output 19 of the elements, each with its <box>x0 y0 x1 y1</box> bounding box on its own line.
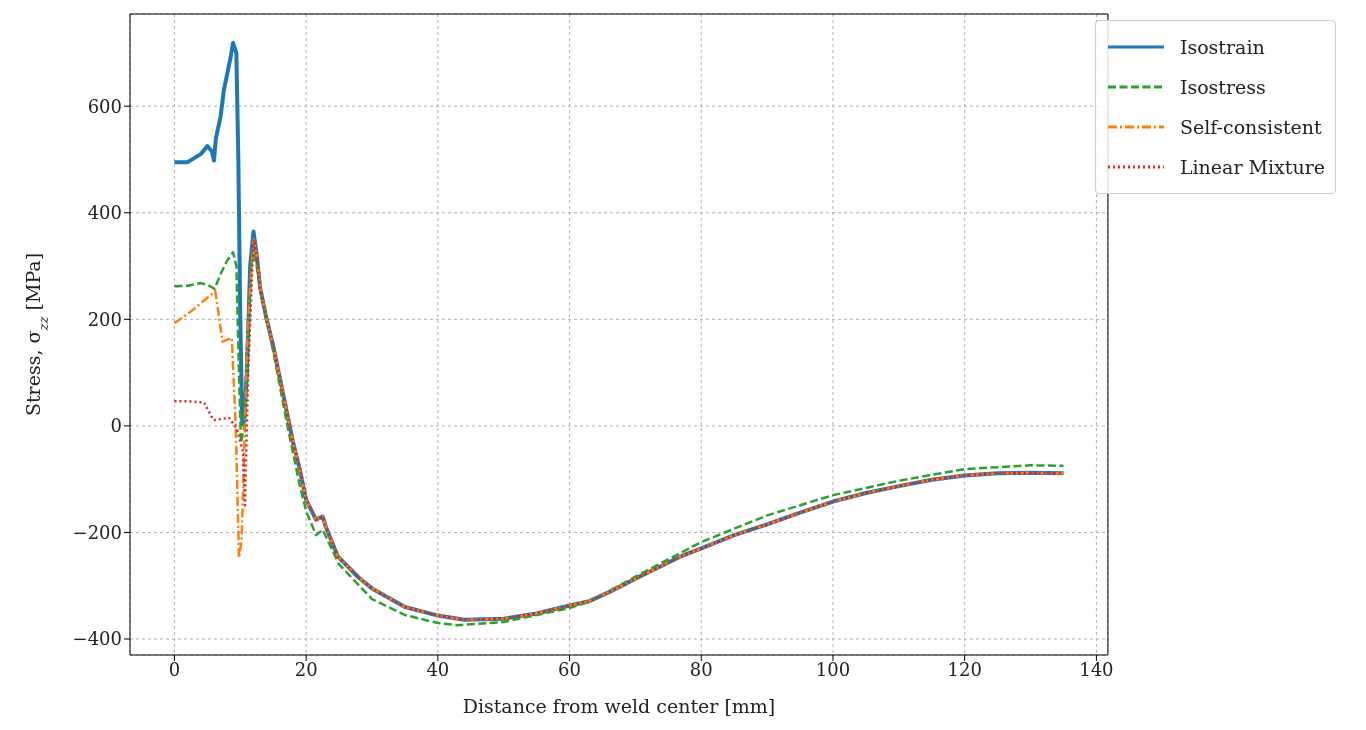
x-tick-label: 100 <box>815 658 851 680</box>
y-tick-label: 0 <box>110 415 122 437</box>
x-tick-label: 80 <box>689 658 713 680</box>
x-tick-label: 40 <box>426 658 450 680</box>
legend-label: Isostrain <box>1179 36 1265 58</box>
y-tick-label: 200 <box>87 308 122 330</box>
x-tick-label: 60 <box>558 658 582 680</box>
y-tick-label: 600 <box>87 95 122 117</box>
legend-label: Isostress <box>1179 76 1266 98</box>
legend-label: Self-consistent <box>1179 116 1322 138</box>
x-tick-label: 20 <box>294 658 318 680</box>
x-axis-title: Distance from weld center [mm] <box>462 695 776 717</box>
y-tick-label: −200 <box>72 521 122 543</box>
y-tick-label: −400 <box>72 628 122 650</box>
y-tick-label: 400 <box>87 202 122 224</box>
x-tick-label: 140 <box>1079 658 1114 680</box>
legend-label: Linear Mixture <box>1179 156 1325 178</box>
x-tick-label: 0 <box>168 658 181 680</box>
x-tick-label: 120 <box>947 658 982 680</box>
